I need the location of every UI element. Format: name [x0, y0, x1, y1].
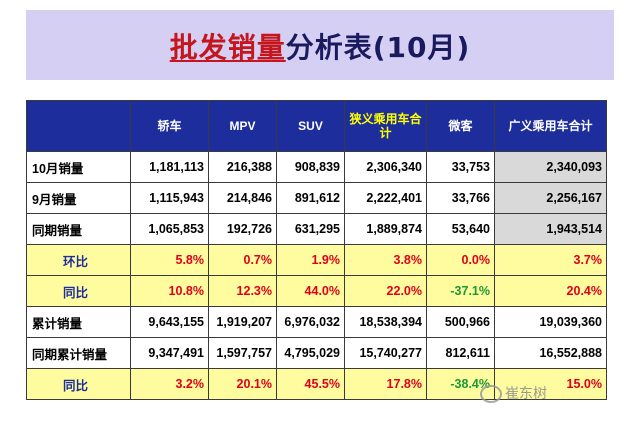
row-label: 同期累计销量	[26, 337, 131, 369]
table-cell: 9,347,491	[130, 337, 209, 369]
header-cell-broad-total: 广义乘用车合计	[494, 100, 607, 152]
row-label: 同比	[26, 275, 131, 307]
table-cell: 0.7%	[208, 244, 277, 276]
table-cell: 16,552,888	[494, 337, 607, 369]
watermark-text: 崔东树	[505, 386, 547, 402]
table-cell: 12.3%	[208, 275, 277, 307]
table-cell: 18,538,394	[344, 306, 427, 338]
table-cell: 214,846	[208, 182, 277, 214]
table-cell: 1.9%	[276, 244, 345, 276]
table-cell: 1,919,207	[208, 306, 277, 338]
table-cell: 2,306,340	[344, 151, 427, 183]
table-cell: 22.0%	[344, 275, 427, 307]
table-cell: 3.2%	[130, 368, 209, 400]
wechat-icon	[480, 385, 502, 403]
table-header-row: 轿车 MPV SUV 狭义乘用车合计 微客 广义乘用车合计	[26, 100, 607, 152]
table-cell: 1,115,943	[130, 182, 209, 214]
table-cell: 192,726	[208, 213, 277, 245]
header-cell-blank	[26, 100, 131, 152]
table-cell: 2,340,093	[494, 151, 607, 183]
header-cell-sedan: 轿车	[130, 100, 209, 152]
header-cell-minivan: 微客	[426, 100, 495, 152]
row-label: 同比	[26, 368, 131, 400]
table-cell: 631,295	[276, 213, 345, 245]
row-label: 环比	[26, 244, 131, 276]
title-part-navy: 分析表(10月)	[285, 31, 471, 64]
table-cell: 9,643,155	[130, 306, 209, 338]
table-cell: -37.1%	[426, 275, 495, 307]
table-cell: 1,181,113	[130, 151, 209, 183]
watermark: 崔东树	[480, 383, 560, 407]
table-cell: 3.8%	[344, 244, 427, 276]
table-cell: 812,611	[426, 337, 495, 369]
table-cell: 1,943,514	[494, 213, 607, 245]
table-cell: 15,740,277	[344, 337, 427, 369]
table-cell: 2,222,401	[344, 182, 427, 214]
table-cell: 2,256,167	[494, 182, 607, 214]
table-cell: 20.1%	[208, 368, 277, 400]
table-cell: 0.0%	[426, 244, 495, 276]
table-cell: 15.0%	[494, 368, 607, 400]
table-cell: 10.8%	[130, 275, 209, 307]
title-banner: 批发销量分析表(10月)	[26, 10, 614, 80]
row-label: 累计销量	[26, 306, 131, 338]
table-cell: 1,065,853	[130, 213, 209, 245]
sales-table: 轿车 MPV SUV 狭义乘用车合计 微客 广义乘用车合计 10月销量 1,18…	[26, 100, 607, 400]
table-cell: 19,039,360	[494, 306, 607, 338]
table-cell: 216,388	[208, 151, 277, 183]
row-label: 10月销量	[26, 151, 131, 183]
table-row: 同期累计销量 9,347,491 1,597,757 4,795,029 15,…	[26, 337, 607, 369]
header-cell-mpv: MPV	[208, 100, 277, 152]
table-cell: 44.0%	[276, 275, 345, 307]
table-cell: 53,640	[426, 213, 495, 245]
table-cell: 45.5%	[276, 368, 345, 400]
table-row: 9月销量 1,115,943 214,846 891,612 2,222,401…	[26, 182, 607, 214]
table-cell: 1,889,874	[344, 213, 427, 245]
table-cell: 6,976,032	[276, 306, 345, 338]
row-label: 同期销量	[26, 213, 131, 245]
table-row: 10月销量 1,181,113 216,388 908,839 2,306,34…	[26, 151, 607, 183]
table-cell: 17.8%	[344, 368, 427, 400]
table-cell: 4,795,029	[276, 337, 345, 369]
table-row: 累计销量 9,643,155 1,919,207 6,976,032 18,53…	[26, 306, 607, 338]
table-row: 同比 10.8% 12.3% 44.0% 22.0% -37.1% 20.4%	[26, 275, 607, 307]
table-cell: 891,612	[276, 182, 345, 214]
table-cell: 33,766	[426, 182, 495, 214]
table-row: 同期销量 1,065,853 192,726 631,295 1,889,874…	[26, 213, 607, 245]
table-cell: 500,966	[426, 306, 495, 338]
table-cell: 20.4%	[494, 275, 607, 307]
header-cell-suv: SUV	[276, 100, 345, 152]
table-cell: 33,753	[426, 151, 495, 183]
page-title: 批发销量分析表(10月)	[26, 26, 614, 66]
header-cell-narrow-total: 狭义乘用车合计	[344, 100, 427, 152]
table-row: 环比 5.8% 0.7% 1.9% 3.8% 0.0% 3.7%	[26, 244, 607, 276]
table-cell: 3.7%	[494, 244, 607, 276]
table-cell: 1,597,757	[208, 337, 277, 369]
row-label: 9月销量	[26, 182, 131, 214]
title-part-red: 批发销量	[169, 31, 286, 64]
table-row: 同比 3.2% 20.1% 45.5% 17.8% -38.4% 15.0%	[26, 368, 607, 400]
table-cell: 5.8%	[130, 244, 209, 276]
table-cell: 908,839	[276, 151, 345, 183]
